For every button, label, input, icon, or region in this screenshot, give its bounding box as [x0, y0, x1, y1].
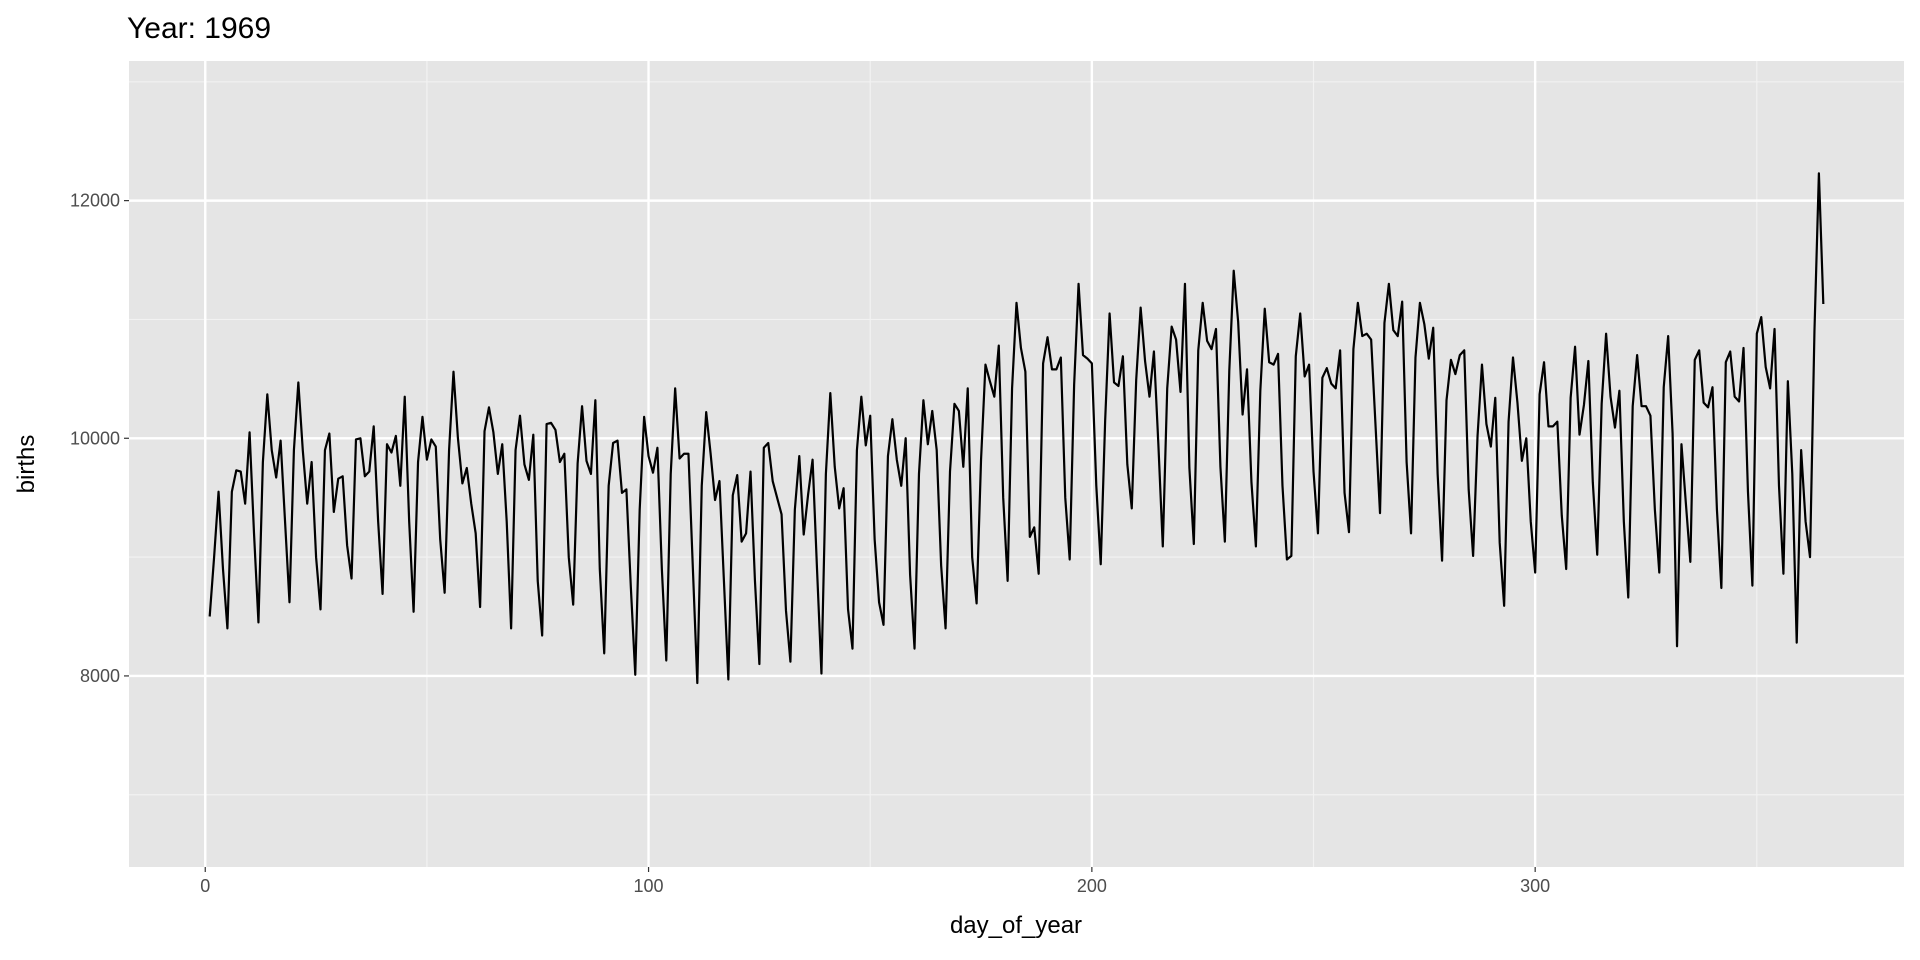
x-tick-label: 100	[634, 876, 664, 896]
x-axis-label: day_of_year	[950, 912, 1082, 939]
data-line	[208, 172, 1825, 685]
x-tick-label: 300	[1520, 876, 1550, 896]
y-tick-label: 8000	[80, 666, 120, 686]
y-axis-label: births	[13, 435, 40, 494]
y-tick-label: 10000	[70, 428, 120, 448]
chart-title: Year: 1969	[127, 12, 271, 45]
x-tick-label: 200	[1077, 876, 1107, 896]
plot-panel	[129, 61, 1904, 867]
y-tick-label: 12000	[70, 191, 120, 211]
x-tick-label: 0	[200, 876, 210, 896]
